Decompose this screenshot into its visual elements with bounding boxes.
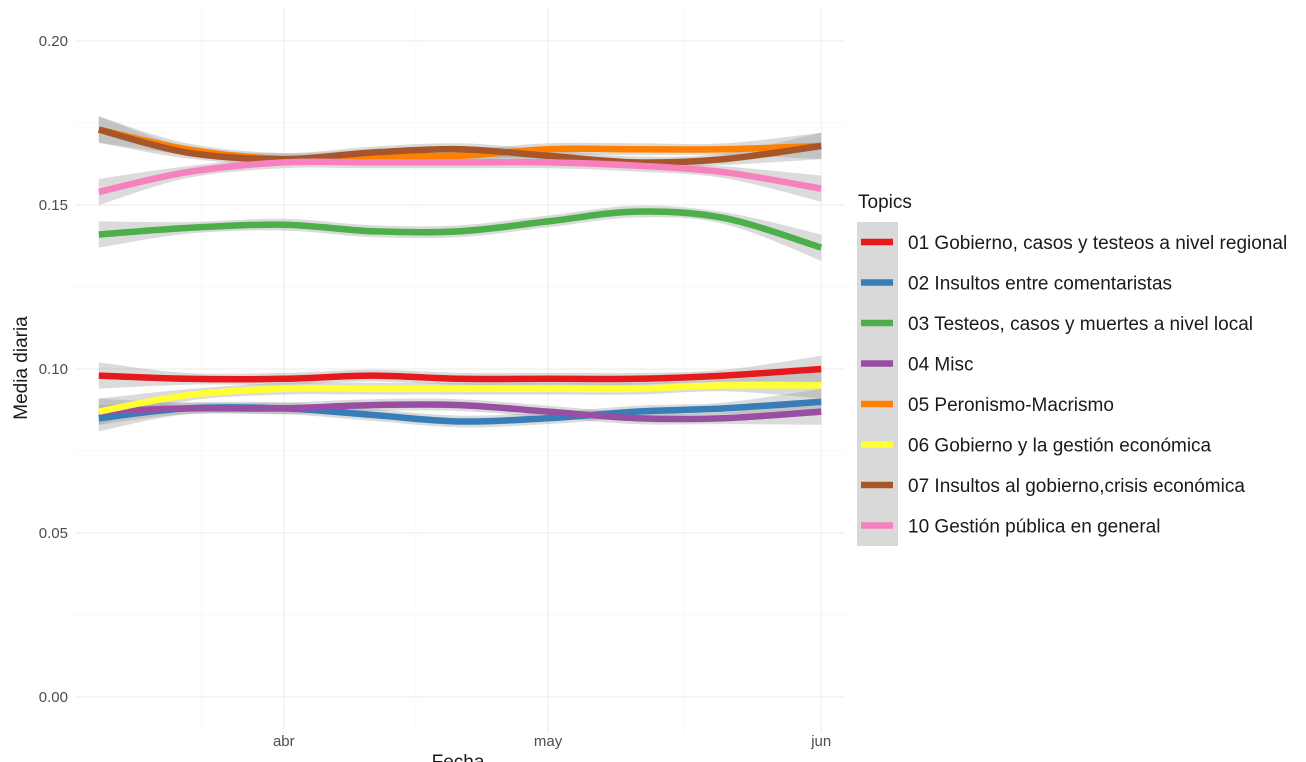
legend-label: 04 Misc — [908, 355, 973, 376]
legend: Topics 01 Gobierno, casos y testeos a ni… — [857, 192, 1287, 546]
series-line-4 — [98, 401, 822, 423]
legend-label: 06 Gobierno y la gestión económica — [908, 436, 1212, 457]
y-axis-title: Media diaria — [11, 316, 32, 420]
series-line-6 — [98, 381, 822, 415]
x-tick-label: jun — [810, 733, 831, 750]
legend-label: 02 Insultos entre comentaristas — [908, 274, 1172, 295]
legend-label: 01 Gobierno, casos y testeos a nivel reg… — [908, 233, 1287, 254]
y-tick-label: 0.20 — [39, 33, 68, 50]
legend-label: 05 Peronismo-Macrismo — [908, 395, 1114, 416]
legend-label: 10 Gestión pública en general — [908, 517, 1160, 538]
x-axis-ticks: abr may jun — [273, 733, 831, 750]
legend-item: 01 Gobierno, casos y testeos a nivel reg… — [861, 233, 1287, 254]
legend-label: 07 Insultos al gobierno,crisis económica — [908, 476, 1245, 497]
legend-item: 05 Peronismo-Macrismo — [861, 395, 1114, 416]
x-tick-label: may — [534, 733, 563, 750]
confidence-band-5 — [98, 116, 822, 166]
y-tick-label: 0.10 — [39, 361, 68, 378]
y-tick-label: 0.15 — [39, 197, 68, 214]
x-tick-label: abr — [273, 733, 295, 750]
series-line-8 — [98, 158, 822, 196]
y-axis-ticks: 0.00 0.05 0.10 0.15 0.20 — [39, 33, 68, 706]
legend-item: 07 Insultos al gobierno,crisis económica — [861, 476, 1245, 497]
x-axis-title: Fecha — [432, 752, 485, 762]
series-line-1 — [98, 365, 822, 383]
y-tick-label: 0.05 — [39, 525, 68, 542]
legend-item: 10 Gestión pública en general — [861, 517, 1160, 538]
grid — [75, 8, 845, 733]
legend-key-background — [857, 222, 898, 546]
legend-item: 04 Misc — [861, 355, 973, 376]
y-tick-label: 0.00 — [39, 689, 68, 706]
series-lines — [97, 126, 823, 425]
legend-label: 03 Testeos, casos y muertes a nivel loca… — [908, 314, 1253, 335]
legend-item: 02 Insultos entre comentaristas — [861, 274, 1172, 295]
confidence-band-7 — [98, 116, 822, 169]
legend-item: 03 Testeos, casos y muertes a nivel loca… — [861, 314, 1253, 335]
series-line-7 — [97, 126, 822, 166]
legend-title: Topics — [858, 192, 912, 213]
legend-item: 06 Gobierno y la gestión económica — [861, 436, 1212, 457]
series-line-3 — [98, 208, 823, 251]
